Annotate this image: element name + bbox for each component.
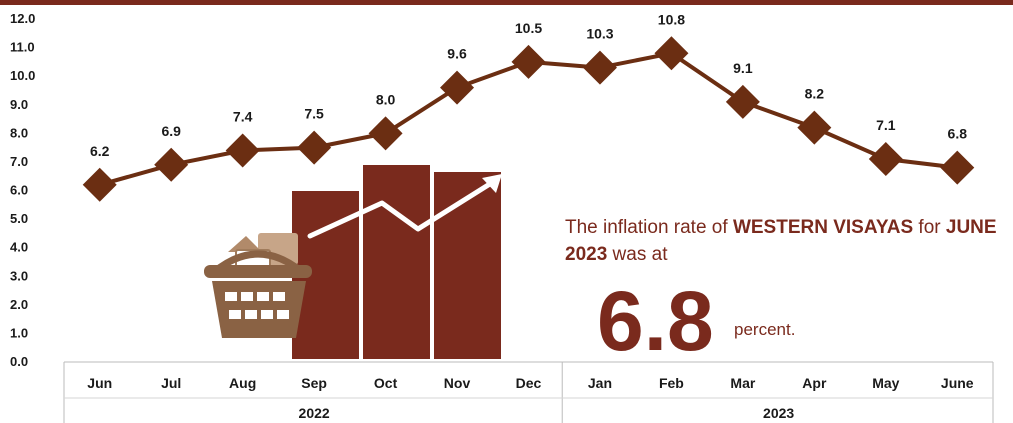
x-tick-label: Jan: [588, 375, 612, 391]
data-label: 9.1: [733, 60, 753, 76]
shopping-basket-icon: [204, 233, 312, 338]
y-tick-label: 8.0: [10, 125, 28, 140]
data-point-marker: [582, 50, 617, 85]
data-point-marker: [440, 70, 475, 105]
inflation-unit: percent.: [734, 320, 796, 339]
x-tick-label: Jul: [161, 375, 181, 391]
y-tick-label: 1.0: [10, 325, 28, 340]
x-tick-label: May: [872, 375, 899, 391]
x-tick-label: Dec: [516, 375, 542, 391]
illustration-bar-2: [363, 165, 430, 359]
top-accent-bar: [0, 0, 1013, 5]
data-label: 9.6: [447, 46, 467, 62]
note-text-2: for: [913, 217, 946, 238]
data-label: 7.5: [304, 106, 324, 122]
y-tick-label: 0.0: [10, 354, 28, 369]
data-label: 7.4: [233, 108, 253, 124]
illustration-bar-3: [434, 172, 501, 359]
data-label: 6.2: [90, 143, 110, 159]
data-label: 6.8: [948, 126, 968, 142]
data-labels: 6.2 6.9 7.4 7.5 8.0 9.6 10.5 10.3 10.8 9.1 8.2 7.1 6…: [90, 11, 967, 158]
data-point-marker: [154, 147, 189, 182]
data-label: 10.8: [658, 11, 685, 27]
note-text-3: was at: [607, 244, 668, 265]
y-tick-label: 9.0: [10, 97, 28, 112]
growth-arrow-line: [307, 179, 496, 239]
x-tick-label: Aug: [229, 375, 256, 391]
series-markers: [82, 36, 975, 202]
data-point-marker: [368, 116, 403, 151]
data-point-marker: [297, 130, 332, 165]
x-tick-label: Apr: [802, 375, 827, 391]
inflation-value: 6.8: [597, 274, 714, 368]
data-label: 8.2: [805, 86, 825, 102]
x-axis-group-labels: 2022 2023: [299, 405, 795, 421]
bar-chart-growth-icon: [292, 165, 502, 359]
x-tick-label: Feb: [659, 375, 684, 391]
data-point-marker: [82, 167, 117, 202]
y-tick-label: 2.0: [10, 297, 28, 312]
note-period: JUNE 2023: [565, 217, 997, 265]
y-tick-label: 4.0: [10, 240, 28, 255]
x-axis-tick-labels: Jun Jul Aug Sep Oct Nov Dec Jan Feb Mar Apr May June: [87, 375, 974, 391]
y-tick-label: 5.0: [10, 211, 28, 226]
x-tick-label: Oct: [374, 375, 398, 391]
data-label: 6.9: [161, 123, 181, 139]
y-tick-label: 11.0: [10, 40, 35, 55]
x-tick-label: Nov: [444, 375, 471, 391]
data-point-marker: [868, 142, 903, 177]
y-tick-label: 3.0: [10, 268, 28, 283]
data-label: 8.0: [376, 91, 396, 107]
inflation-note: The inflation rate of WESTERN VISAYAS fo…: [565, 214, 1013, 268]
data-label: 7.1: [876, 117, 896, 133]
x-tick-label: Mar: [730, 375, 755, 391]
data-point-marker: [940, 150, 975, 185]
data-point-marker: [797, 110, 832, 145]
growth-arrow-head: [482, 174, 502, 193]
note-text-1: The inflation rate of: [565, 217, 733, 238]
x-group-label: 2023: [763, 405, 794, 421]
x-tick-label: Sep: [301, 375, 327, 391]
x-tick-label: Jun: [87, 375, 112, 391]
y-axis-tick-labels: 0.0 1.0 2.0 3.0 4.0 5.0 6.0 7.0 8.0 9.0 10.0 11.0 12…: [10, 11, 35, 369]
data-point-marker: [225, 133, 260, 168]
data-point-marker: [654, 36, 689, 71]
note-region: WESTERN VISAYAS: [732, 217, 914, 238]
y-tick-label: 7.0: [10, 154, 28, 169]
y-tick-label: 10.0: [10, 68, 35, 83]
axes: [63, 361, 994, 423]
data-label: 10.3: [586, 26, 613, 42]
x-tick-label: June: [941, 375, 974, 391]
x-group-label: 2022: [299, 405, 330, 421]
data-label: 10.5: [515, 20, 542, 36]
data-point-marker: [511, 44, 546, 79]
data-point-marker: [725, 84, 760, 119]
y-tick-label: 6.0: [10, 183, 28, 198]
y-tick-label: 12.0: [10, 11, 35, 26]
